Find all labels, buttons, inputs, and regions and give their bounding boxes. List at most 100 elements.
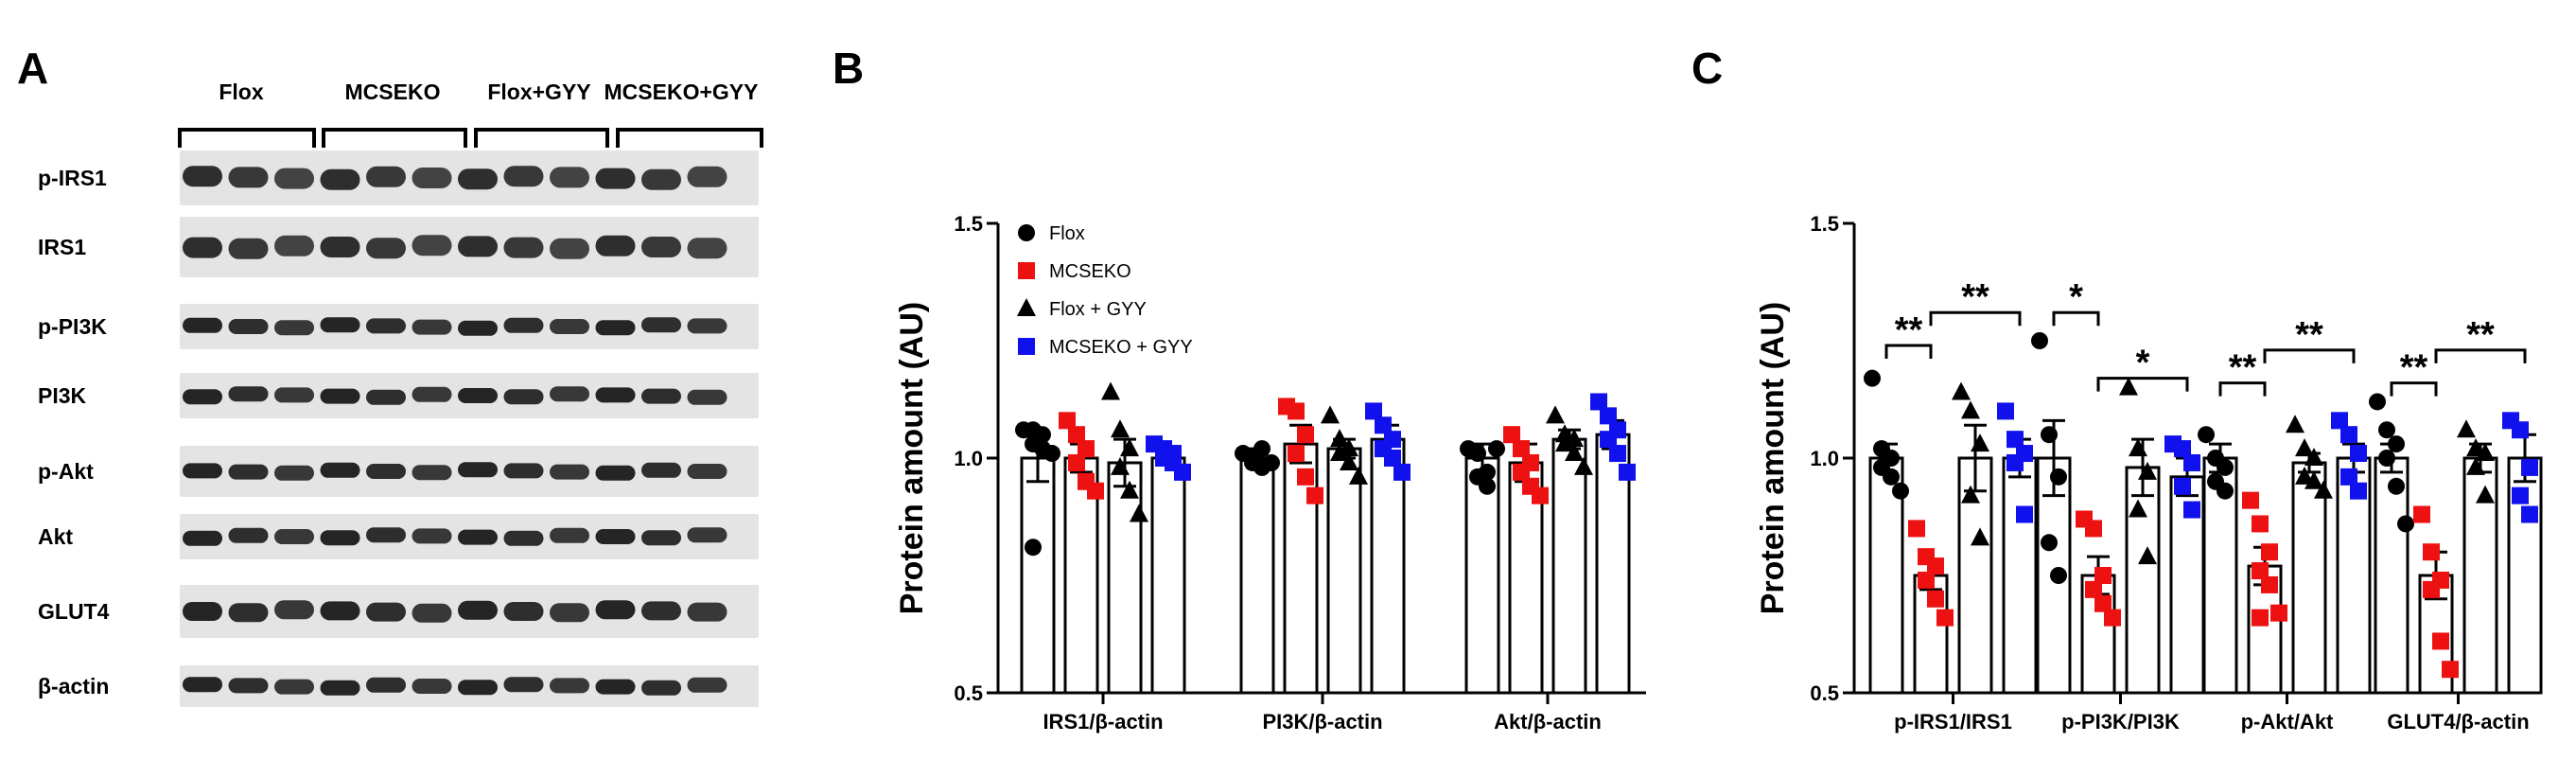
data-point bbox=[2252, 515, 2269, 533]
western-blot-band bbox=[641, 388, 681, 404]
western-blot-band bbox=[183, 677, 222, 693]
data-point bbox=[1479, 477, 1496, 495]
western-blot-band bbox=[595, 168, 636, 189]
data-point bbox=[2413, 505, 2430, 523]
data-point bbox=[1997, 402, 2014, 420]
western-blot-band bbox=[320, 237, 360, 257]
western-blot-band bbox=[183, 602, 222, 621]
western-blot-band bbox=[595, 320, 636, 336]
data-point bbox=[2041, 534, 2058, 552]
western-blot-band bbox=[550, 603, 589, 623]
western-blot-band bbox=[274, 679, 314, 695]
panel-a-western-blot: A Flox MCSEKO Flox+GYY MCSEKO+GYY p-IRS1 IRS… bbox=[17, 44, 763, 707]
data-point bbox=[2295, 438, 2314, 457]
data-point bbox=[2388, 435, 2405, 453]
western-blot-band bbox=[641, 168, 681, 190]
western-blot-band bbox=[595, 600, 636, 620]
western-blot-band bbox=[274, 465, 314, 481]
data-point bbox=[1340, 438, 1358, 457]
western-blot-band bbox=[228, 527, 269, 543]
western-blot-band bbox=[641, 530, 681, 546]
western-blot-band bbox=[458, 388, 498, 403]
western-blot-band bbox=[412, 235, 452, 256]
data-point bbox=[2350, 445, 2367, 463]
blot-row-label: GLUT4 bbox=[38, 599, 110, 624]
data-point bbox=[2129, 499, 2147, 518]
data-point bbox=[2512, 421, 2529, 439]
western-blot-band bbox=[503, 677, 544, 693]
blot-row-label: β-actin bbox=[38, 674, 109, 698]
western-blot-band bbox=[595, 465, 636, 481]
western-blot-band bbox=[412, 465, 452, 481]
legend-label: MCSEKO bbox=[1049, 261, 1131, 282]
data-point bbox=[2198, 426, 2215, 444]
western-blot-band bbox=[687, 166, 727, 187]
x-category-label: IRS1/β-actin bbox=[1043, 710, 1163, 734]
data-point bbox=[1375, 416, 1392, 434]
western-blot-band bbox=[412, 168, 452, 188]
data-point bbox=[1078, 440, 1095, 458]
significance-label: ** bbox=[2295, 315, 2323, 355]
western-blot-band bbox=[320, 462, 360, 478]
x-category-label: p-PI3K/PI3K bbox=[2061, 710, 2180, 734]
bar bbox=[1239, 456, 1275, 695]
bar bbox=[1551, 437, 1587, 695]
data-point bbox=[2174, 440, 2191, 458]
blot-rows: p-IRS1 IRS1 p-PI3K PI3K p-Akt Akt GLUT4 β-actin bbox=[38, 150, 759, 707]
data-point bbox=[1619, 463, 1636, 481]
significance-label: ** bbox=[1961, 277, 1989, 317]
western-blot-band bbox=[458, 168, 498, 190]
data-point bbox=[2378, 450, 2395, 467]
data-point bbox=[2016, 505, 2033, 523]
blot-group-bracket bbox=[178, 128, 316, 148]
western-blot-band bbox=[366, 677, 406, 693]
western-blot-band bbox=[550, 238, 589, 259]
western-blot-band bbox=[503, 463, 544, 479]
data-point bbox=[2521, 505, 2538, 523]
panel-c-chart: C 0.5 1.0 1.5 Protein amount (AU) p-IRS1/IRS… bbox=[1691, 44, 2543, 734]
western-blot-band bbox=[412, 679, 452, 694]
significance-bracket bbox=[2434, 348, 2527, 363]
blot-row: PI3K bbox=[38, 373, 759, 418]
western-blot-band bbox=[458, 236, 498, 257]
data-point bbox=[2119, 377, 2138, 396]
western-blot-band bbox=[366, 464, 406, 479]
western-blot-band bbox=[595, 529, 636, 544]
western-blot-band bbox=[183, 166, 222, 187]
bar bbox=[2462, 456, 2498, 695]
y-tick-label: 1.5 bbox=[954, 212, 983, 236]
legend-label: Flox bbox=[1049, 223, 1085, 244]
panel-c-letter: C bbox=[1691, 44, 1723, 93]
bar bbox=[1283, 442, 1319, 695]
western-blot-band bbox=[183, 317, 222, 333]
data-point bbox=[2085, 520, 2102, 538]
data-point bbox=[1306, 486, 1323, 504]
data-point bbox=[1864, 369, 1881, 387]
western-blot-band bbox=[503, 530, 544, 546]
panel-a-letter: A bbox=[17, 44, 48, 93]
western-blot-band bbox=[458, 680, 498, 696]
western-blot-band bbox=[503, 602, 544, 621]
data-point bbox=[2261, 575, 2278, 593]
blot-group-bracket bbox=[322, 128, 467, 148]
data-point bbox=[1043, 445, 1060, 463]
data-point bbox=[1488, 440, 1505, 458]
bar bbox=[2125, 466, 2161, 695]
data-point bbox=[1384, 450, 1401, 467]
data-point bbox=[2476, 485, 2495, 504]
data-point bbox=[1120, 438, 1139, 457]
blot-group-label: MCSEKO bbox=[345, 80, 441, 104]
blot-row: GLUT4 bbox=[38, 585, 759, 638]
data-point bbox=[2183, 501, 2200, 519]
significance-label: ** bbox=[1895, 310, 1923, 350]
western-blot-band bbox=[320, 168, 360, 190]
data-point bbox=[2423, 543, 2440, 561]
data-point bbox=[1288, 402, 1305, 420]
bar bbox=[1370, 437, 1406, 695]
data-point bbox=[1600, 431, 1617, 449]
data-point bbox=[2286, 415, 2304, 433]
significance-label: * bbox=[2069, 277, 2083, 317]
western-blot-band bbox=[503, 389, 544, 405]
data-point bbox=[1908, 520, 1925, 538]
data-point bbox=[1120, 480, 1139, 499]
